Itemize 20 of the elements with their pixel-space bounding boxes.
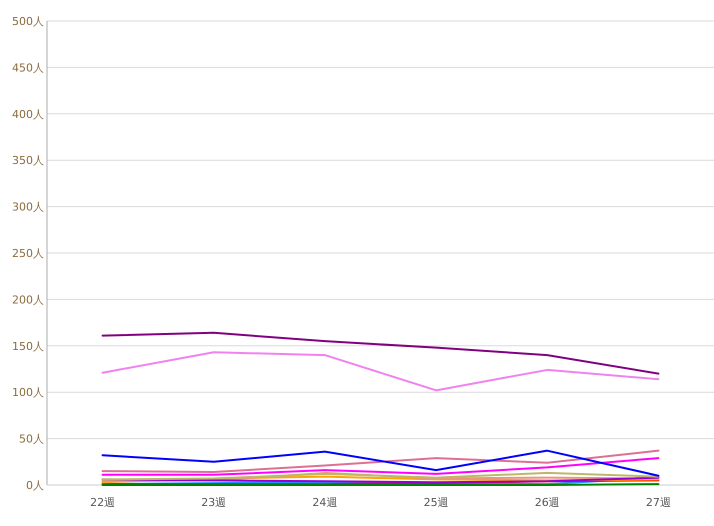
y-tick-label: 0人 [26,479,44,492]
y-tick-label: 200人 [12,293,44,306]
x-tick-label: 23週 [201,496,226,509]
x-tick-label: 25週 [424,496,449,509]
x-tick-label: 22週 [90,496,116,509]
y-tick-label: 450人 [12,61,44,74]
y-tick-label: 400人 [12,108,44,121]
x-tick-label: 24週 [312,496,338,509]
y-tick-label: 500人 [12,15,44,28]
y-tick-label: 250人 [12,247,44,260]
y-tick-label: 100人 [12,386,44,400]
y-tick-label: 150人 [12,340,44,353]
x-tick-label: 26週 [534,496,560,509]
line-series [102,351,660,392]
line-series [102,457,660,476]
y-tick-label: 350人 [12,154,44,168]
y-tick-label: 300人 [12,200,44,214]
line-series [102,332,660,375]
x-tick-label: 27週 [646,496,671,509]
y-tick-label: 50人 [19,432,44,446]
